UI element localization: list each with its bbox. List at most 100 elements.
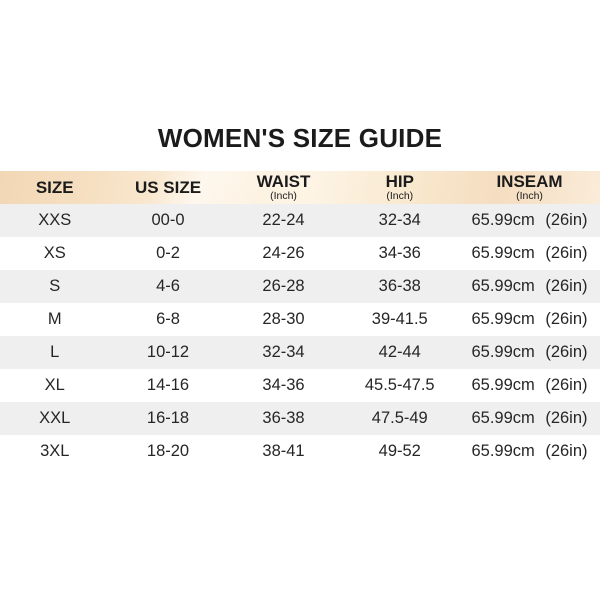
us-size-cell: 00-0 bbox=[110, 204, 227, 237]
table-row-l: L 10-12 32-34 42-44 65.99cm (26in) bbox=[0, 336, 600, 369]
inseam-value: 65.99cm (26in) bbox=[471, 376, 588, 394]
us-size-value: 4-6 bbox=[156, 277, 180, 295]
column-header-unit: (Inch) bbox=[386, 190, 414, 202]
column-header-waist: WAIST (Inch) bbox=[227, 171, 341, 204]
column-header-label: US SIZE bbox=[134, 178, 202, 197]
size-cell: 3XL bbox=[0, 435, 110, 468]
us-size-value: 10-12 bbox=[146, 343, 190, 361]
waist-value: 22-24 bbox=[262, 211, 305, 229]
hip-value: 45.5-47.5 bbox=[364, 376, 435, 394]
column-header-inseam: INSEAM (Inch) bbox=[459, 171, 600, 204]
column-header-unit: (Inch) bbox=[270, 190, 297, 202]
us-size-cell: 10-12 bbox=[110, 336, 227, 369]
waist-value: 28-30 bbox=[262, 310, 305, 328]
inseam-cell: 65.99cm (26in) bbox=[459, 270, 600, 303]
hip-cell: 42-44 bbox=[341, 336, 460, 369]
waist-cell: 28-30 bbox=[227, 303, 341, 336]
size-value: M bbox=[47, 310, 62, 328]
inseam-cell: 65.99cm (26in) bbox=[459, 336, 600, 369]
column-header-size: SIZE bbox=[0, 171, 110, 204]
column-header-unit: (Inch) bbox=[516, 190, 543, 202]
waist-cell: 22-24 bbox=[227, 204, 341, 237]
table-row-s: S 4-6 26-28 36-38 65.99cm (26in) bbox=[0, 270, 600, 303]
size-cell: XL bbox=[0, 369, 110, 402]
table-row-xs: XS 0-2 24-26 34-36 65.99cm (26in) bbox=[0, 237, 600, 270]
waist-value: 34-36 bbox=[262, 376, 305, 394]
size-guide-table: SIZE US SIZE WAIST (Inch) HIP (Inch) INS… bbox=[0, 171, 600, 468]
size-cell: M bbox=[0, 303, 110, 336]
size-value: XXS bbox=[38, 211, 72, 229]
size-cell: XXS bbox=[0, 204, 110, 237]
size-value: L bbox=[50, 343, 60, 361]
hip-value: 47.5-49 bbox=[371, 409, 428, 427]
waist-cell: 24-26 bbox=[227, 237, 341, 270]
waist-cell: 34-36 bbox=[227, 369, 341, 402]
waist-cell: 38-41 bbox=[227, 435, 341, 468]
column-header-label: INSEAM bbox=[496, 172, 563, 191]
table-row-xl: XL 14-16 34-36 45.5-47.5 65.99cm (26in) bbox=[0, 369, 600, 402]
waist-cell: 26-28 bbox=[227, 270, 341, 303]
waist-cell: 32-34 bbox=[227, 336, 341, 369]
hip-cell: 32-34 bbox=[341, 204, 460, 237]
size-cell: XS bbox=[0, 237, 110, 270]
us-size-value: 0-2 bbox=[156, 244, 180, 262]
inseam-cell: 65.99cm (26in) bbox=[459, 402, 600, 435]
hip-value: 49-52 bbox=[378, 442, 421, 460]
hip-cell: 45.5-47.5 bbox=[341, 369, 460, 402]
inseam-value: 65.99cm (26in) bbox=[471, 409, 588, 427]
us-size-value: 16-18 bbox=[146, 409, 190, 427]
us-size-value: 18-20 bbox=[146, 442, 190, 460]
inseam-value: 65.99cm (26in) bbox=[471, 277, 588, 295]
column-header-label: HIP bbox=[385, 172, 414, 191]
table-header-row: SIZE US SIZE WAIST (Inch) HIP (Inch) INS… bbox=[0, 171, 600, 204]
table-row-3xl: 3XL 18-20 38-41 49-52 65.99cm (26in) bbox=[0, 435, 600, 468]
size-value: S bbox=[49, 277, 61, 295]
inseam-cell: 65.99cm (26in) bbox=[459, 369, 600, 402]
waist-value: 38-41 bbox=[262, 442, 305, 460]
table-row-xxs: XXS 00-0 22-24 32-34 65.99cm (26in) bbox=[0, 204, 600, 237]
inseam-cell: 65.99cm (26in) bbox=[459, 204, 600, 237]
us-size-cell: 16-18 bbox=[110, 402, 227, 435]
waist-value: 36-38 bbox=[262, 409, 305, 427]
column-header-us-size: US SIZE bbox=[110, 171, 227, 204]
inseam-value: 65.99cm (26in) bbox=[471, 244, 588, 262]
us-size-value: 14-16 bbox=[146, 376, 190, 394]
waist-cell: 36-38 bbox=[227, 402, 341, 435]
hip-cell: 49-52 bbox=[341, 435, 460, 468]
us-size-cell: 4-6 bbox=[110, 270, 227, 303]
us-size-cell: 6-8 bbox=[110, 303, 227, 336]
inseam-cell: 65.99cm (26in) bbox=[459, 237, 600, 270]
waist-value: 24-26 bbox=[262, 244, 305, 262]
size-value: XXL bbox=[39, 409, 71, 427]
us-size-value: 00-0 bbox=[151, 211, 185, 229]
size-value: XS bbox=[43, 244, 66, 262]
hip-cell: 36-38 bbox=[341, 270, 460, 303]
us-size-cell: 0-2 bbox=[110, 237, 227, 270]
hip-value: 42-44 bbox=[378, 343, 421, 361]
column-header-label: WAIST bbox=[256, 172, 311, 191]
hip-value: 34-36 bbox=[378, 244, 421, 262]
hip-value: 39-41.5 bbox=[371, 310, 428, 328]
us-size-value: 6-8 bbox=[156, 310, 180, 328]
hip-value: 36-38 bbox=[378, 277, 421, 295]
table-row-xxl: XXL 16-18 36-38 47.5-49 65.99cm (26in) bbox=[0, 402, 600, 435]
us-size-cell: 18-20 bbox=[110, 435, 227, 468]
size-cell: S bbox=[0, 270, 110, 303]
inseam-value: 65.99cm (26in) bbox=[471, 442, 588, 460]
waist-value: 26-28 bbox=[262, 277, 305, 295]
waist-value: 32-34 bbox=[262, 343, 305, 361]
size-value: XL bbox=[44, 376, 65, 394]
page-title: WOMEN'S SIZE GUIDE bbox=[157, 123, 443, 153]
inseam-cell: 65.99cm (26in) bbox=[459, 303, 600, 336]
inseam-value: 65.99cm (26in) bbox=[471, 310, 588, 328]
column-header-label: SIZE bbox=[35, 178, 74, 197]
inseam-value: 65.99cm (26in) bbox=[471, 343, 588, 361]
size-value: 3XL bbox=[40, 442, 70, 460]
us-size-cell: 14-16 bbox=[110, 369, 227, 402]
column-header-hip: HIP (Inch) bbox=[341, 171, 460, 204]
hip-cell: 34-36 bbox=[341, 237, 460, 270]
hip-cell: 39-41.5 bbox=[341, 303, 460, 336]
hip-value: 32-34 bbox=[378, 211, 421, 229]
size-cell: XXL bbox=[0, 402, 110, 435]
